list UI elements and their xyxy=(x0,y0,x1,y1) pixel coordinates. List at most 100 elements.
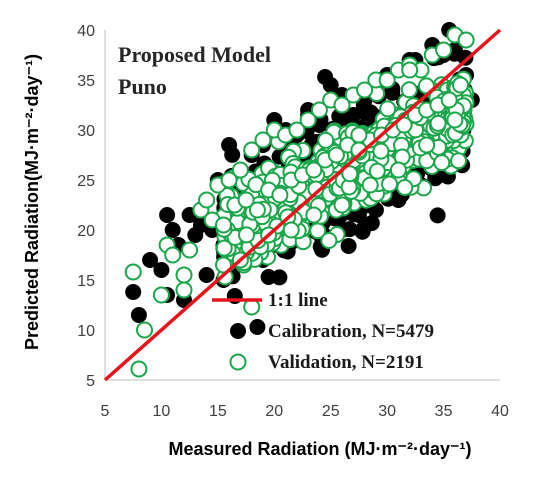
x-tick-label: 35 xyxy=(435,403,453,420)
validation-point xyxy=(198,191,216,209)
validation-cloud-point xyxy=(368,162,386,180)
x-tick-label: 20 xyxy=(265,403,283,420)
inset-title: Proposed Model Puno xyxy=(118,42,271,99)
y-axis-title: Predicted Radiation(MJ·m⁻²·day⁻¹) xyxy=(22,54,42,350)
validation-point xyxy=(248,201,266,219)
legend-label-validation: Validation, N=2191 xyxy=(268,352,424,373)
calibration-point xyxy=(198,267,215,283)
validation-point xyxy=(350,126,368,144)
validation-point xyxy=(271,186,289,204)
y-tick-label: 10 xyxy=(77,323,95,340)
validation-point xyxy=(333,96,351,114)
calibration-cloud-point xyxy=(340,238,357,254)
calibration-point xyxy=(142,252,159,268)
validation-point xyxy=(418,136,436,154)
validation-point xyxy=(305,161,323,179)
validation-point xyxy=(452,76,469,94)
validation-point xyxy=(164,246,182,264)
validation-point xyxy=(395,116,413,134)
validation-point xyxy=(333,196,351,214)
y-tick-label: 35 xyxy=(77,73,95,90)
validation-cloud-point xyxy=(379,100,397,118)
validation-cloud-point xyxy=(433,154,451,172)
calibration-point xyxy=(390,192,407,208)
validation-point xyxy=(356,81,374,99)
legend: 1:1 line Calibration, N=5479 Validation,… xyxy=(212,290,434,373)
validation-point xyxy=(310,101,328,119)
legend-label-reference: 1:1 line xyxy=(268,290,328,311)
axis-frame xyxy=(104,30,500,381)
validation-point xyxy=(282,221,300,239)
validation-cloud-point xyxy=(396,179,414,196)
validation-cloud-point xyxy=(429,114,447,132)
validation-cloud-point xyxy=(372,142,390,160)
validation-point xyxy=(389,161,407,179)
y-tick-labels: 5 10 15 20 25 30 35 40 xyxy=(77,23,95,390)
validation-cloud-point xyxy=(317,131,335,149)
calibration-cloud-point xyxy=(354,223,371,240)
validation-cloud-point xyxy=(215,239,233,257)
y-tick-label: 30 xyxy=(77,123,95,140)
y-tick-label: 40 xyxy=(77,23,95,40)
x-axis-title: Measured Radiation (MJ·m⁻²·day⁻¹) xyxy=(168,439,471,459)
validation-cloud-point xyxy=(450,152,467,170)
calibration-point xyxy=(153,262,170,278)
validation-point xyxy=(231,161,249,179)
validation-point xyxy=(215,216,232,234)
x-tick-labels: 5 10 15 20 25 30 35 40 xyxy=(101,403,509,420)
validation-point xyxy=(175,266,193,284)
y-tick-label: 5 xyxy=(86,373,95,390)
title-line-model: Proposed Model xyxy=(118,42,271,67)
calibration-point xyxy=(221,137,238,153)
validation-cloud-point xyxy=(238,226,255,244)
validation-cloud-point xyxy=(320,232,338,249)
calibration-point xyxy=(164,222,181,238)
validation-point xyxy=(361,176,379,194)
x-tick-label: 5 xyxy=(101,403,110,420)
calibration-point xyxy=(260,269,277,285)
x-tick-label: 25 xyxy=(322,403,340,420)
validation-cloud-point xyxy=(381,175,398,193)
x-tick-label: 10 xyxy=(153,403,171,420)
validation-point xyxy=(401,61,419,79)
x-tick-label: 15 xyxy=(209,403,227,420)
validation-point xyxy=(457,31,475,49)
y-tick-label: 20 xyxy=(77,223,95,240)
x-tick-label: 30 xyxy=(378,403,396,420)
validation-point xyxy=(288,121,306,139)
calibration-point xyxy=(249,319,266,335)
validation-point xyxy=(175,281,193,299)
calibration-point xyxy=(317,69,334,85)
validation-point xyxy=(152,286,170,304)
validation-point xyxy=(440,91,458,109)
validation-point xyxy=(181,241,199,259)
validation-point xyxy=(237,191,255,209)
validation-cloud-point xyxy=(307,180,325,198)
validation-point xyxy=(305,206,323,224)
y-tick-label: 25 xyxy=(77,173,95,190)
calibration-point xyxy=(130,307,147,323)
validation-point xyxy=(136,321,153,339)
x-tick-label: 40 xyxy=(491,403,509,420)
calibration-point xyxy=(159,207,176,223)
calibration-cloud-point xyxy=(429,207,446,224)
validation-point xyxy=(299,111,317,129)
validation-point xyxy=(124,263,142,281)
validation-point xyxy=(215,256,232,274)
calibration-cloud-point xyxy=(384,84,401,101)
validation-point xyxy=(446,111,464,129)
one-to-one-line xyxy=(103,28,502,382)
validation-point xyxy=(254,131,272,149)
validation-cloud-point xyxy=(341,165,359,183)
validation-point xyxy=(435,41,453,59)
validation-point xyxy=(130,360,148,378)
validation-point xyxy=(378,71,396,89)
calibration-point xyxy=(345,107,362,123)
calibration-point xyxy=(125,284,142,300)
legend-label-calibration: Calibration, N=5479 xyxy=(268,321,434,342)
validation-point xyxy=(243,141,261,159)
validation-cloud-point xyxy=(400,81,418,99)
title-line-site: Puno xyxy=(118,74,167,99)
y-tick-label: 15 xyxy=(77,273,95,290)
